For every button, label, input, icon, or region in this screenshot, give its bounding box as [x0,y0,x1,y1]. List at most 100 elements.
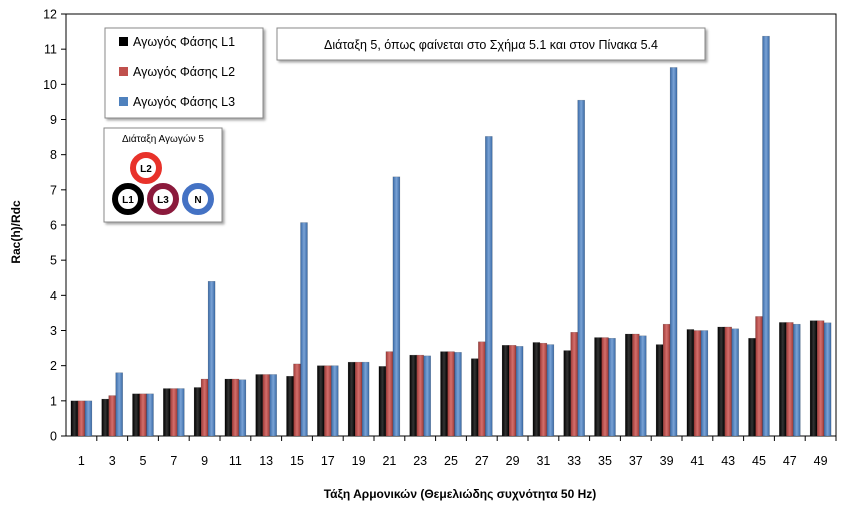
bar-l2 [816,320,825,437]
inset-title: Διάταξη Αγωγών 5 [122,133,204,145]
bar-l1 [717,326,725,437]
bar-l1 [286,375,294,437]
legend-label-l3: Αγωγός Φάσης L3 [133,95,235,109]
bar-l3 [361,361,370,437]
x-tick-label: 39 [660,454,674,468]
y-tick-label: 9 [50,113,57,127]
y-tick-label: 8 [50,148,57,162]
bar-l1 [563,350,571,437]
bar-l1 [440,351,448,437]
bar-l3 [577,99,585,437]
x-tick-label: 41 [690,454,704,468]
annotation: Διάταξη 5, όπως φαίνεται στο Σχήμα 5.1 κ… [276,27,706,61]
x-tick-label: 21 [382,454,396,468]
y-tick-label: 11 [44,43,57,57]
legend-swatch-l3 [119,97,128,106]
x-tick-label: 37 [629,454,643,468]
bar-l2 [570,332,578,437]
bar-l1 [594,337,602,437]
bar-l3 [84,400,93,437]
bar-l1 [655,344,664,437]
bar-l1 [809,320,818,437]
annotation-box [276,27,706,61]
bar-l2 [108,395,116,437]
bar-l3 [115,372,123,437]
legend-swatch-l1 [119,37,128,46]
bar-l1 [532,342,541,437]
conductor-l3-label: L3 [157,195,169,206]
legend: Αγωγός Φάσης L1 Αγωγός Φάσης L2 Αγωγός Φ… [104,27,264,119]
x-tick-label: 33 [567,454,581,468]
y-tick-label: 6 [50,219,57,233]
bar-l1 [132,393,140,437]
conductor-arrangement-inset: Διάταξη Αγωγών 5 L2 L1 L3 N [103,127,223,223]
bar-l2 [601,337,609,437]
bar-l1 [347,361,356,437]
bar-l2 [416,354,424,437]
bar-l2 [508,345,517,437]
x-tick-label: 17 [321,454,335,468]
bar-l3 [300,222,308,437]
bars-group [70,35,832,437]
bar-l1 [163,388,171,437]
x-tick-label: 15 [290,454,304,468]
bar-l3 [515,346,524,437]
bar-l2 [200,378,209,437]
bar-l3 [700,330,709,437]
bar-l3 [269,374,277,437]
bar-l2 [354,361,363,437]
bar-l3 [331,365,339,437]
y-tick-label: 5 [50,254,57,268]
y-axis-label: Rac(h)/Rdc [9,200,23,264]
bar-l3 [546,344,555,437]
bar-l3 [423,355,431,437]
bar-l1 [625,333,633,437]
bar-l1 [101,398,109,437]
x-tick-label: 25 [444,454,458,468]
x-tick-label: 1 [78,454,85,468]
bar-l2 [385,351,394,437]
bar-l3 [454,352,462,437]
bar-l2 [755,316,763,437]
x-tick-label: 43 [721,454,735,468]
conductor-l3: L3 [147,183,179,215]
bar-l3 [207,281,216,437]
bar-l2 [447,351,455,437]
bar-l3 [823,322,832,437]
bar-l2 [724,326,732,437]
x-tick-label: 5 [140,454,147,468]
bar-l2 [693,330,702,437]
legend-label-l2: Αγωγός Φάσης L2 [133,65,235,79]
bar-l2 [324,365,332,437]
legend-box [104,27,264,119]
x-tick-label: 19 [352,454,366,468]
x-tick-label: 35 [598,454,612,468]
conductor-l1-label: L1 [122,195,134,206]
x-axis-label: Τάξη Αρμονικών (Θεμελιώδης συχνότητα 50 … [324,487,597,501]
bar-l1 [471,358,479,437]
bar-l2 [293,363,301,437]
y-tick-label: 12 [43,8,57,22]
bar-l2 [539,342,548,437]
x-axis: 1 3 5 7 9 11 13 15 17 19 21 23 25 27 29 31 33 35 37 39 41 43 4… [78,436,837,468]
bar-l1 [748,337,756,437]
x-tick-label: 29 [506,454,520,468]
bar-l3 [793,323,801,437]
conductor-n: N [182,183,214,215]
y-tick-label: 10 [43,78,57,92]
x-tick-label: 31 [536,454,550,468]
bar-l1 [501,345,510,437]
bar-l1 [686,329,695,437]
conductor-l2: L2 [130,152,162,184]
bar-l3 [392,176,401,437]
x-tick-label: 23 [413,454,427,468]
bar-l1 [317,365,325,437]
y-tick-label: 4 [50,289,57,303]
bar-l3 [485,136,493,437]
bar-l1 [779,322,787,437]
bar-l3 [608,337,616,437]
bar-l3 [669,67,678,437]
bar-l2 [478,341,486,437]
